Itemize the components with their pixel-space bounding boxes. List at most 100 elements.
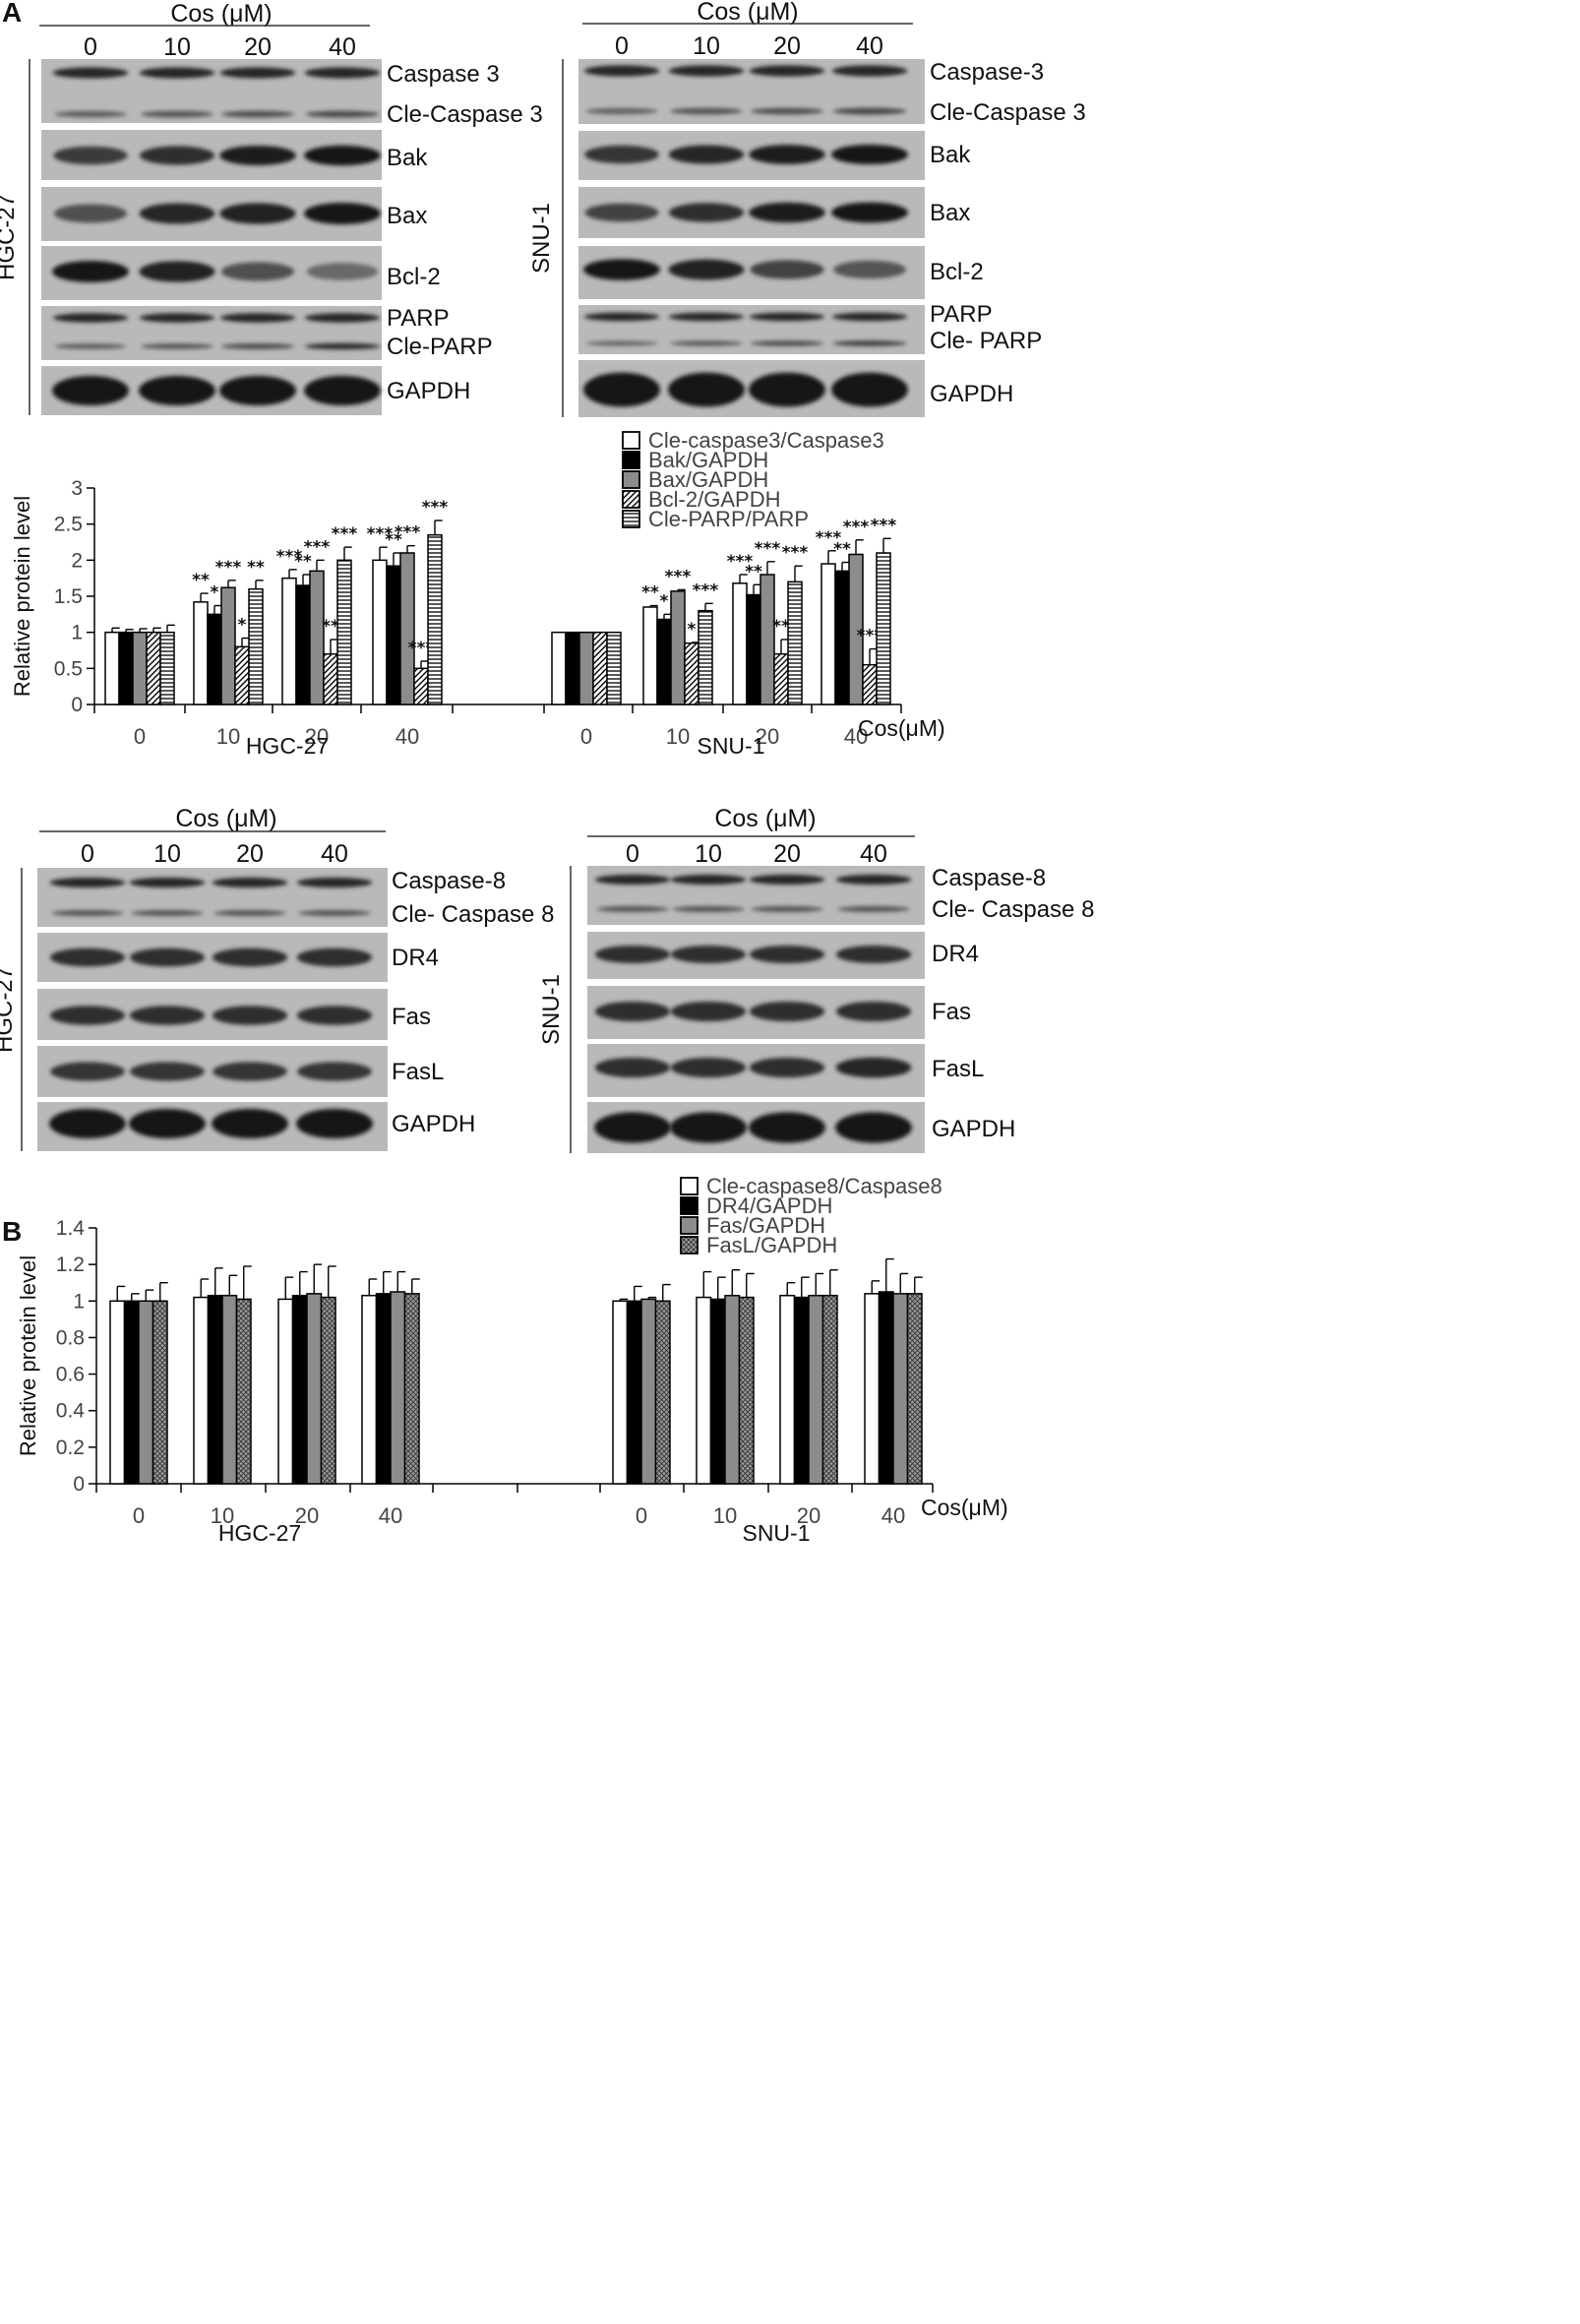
bar-bak-gapdh-snu-1-40 [834, 570, 850, 705]
band-gapdh-10 [139, 376, 215, 405]
band-fas-20 [749, 1001, 825, 1022]
legend-swatch-fasl-gapdh [680, 1236, 699, 1254]
bar-fas-gapdh-snu-1-40 [892, 1293, 909, 1485]
significance-marker: ** [192, 571, 210, 590]
bar-cle-parp-parp-hgc-27-10 [248, 587, 264, 705]
dose-label-40: 40 [321, 840, 348, 868]
band-gapdh-20 [219, 376, 296, 405]
band-caspase-3-40 [304, 67, 381, 79]
band-parp-20 [749, 312, 825, 322]
legend-swatch-cle-parp-parp [622, 510, 640, 528]
group-label-snu-1: SNU-1 [697, 733, 764, 759]
y-tick-label: 0.4 [56, 1400, 86, 1423]
dose-label-40: 40 [329, 33, 356, 61]
bar-fas-gapdh-snu-1-10 [724, 1294, 741, 1485]
blot-panel-a-hgc27: Cos (μM) 0 10 20 40 HGC-27 Caspase 3 Cle-Caspas… [0, 0, 543, 415]
bar-bak-gapdh-snu-1-0 [565, 631, 580, 705]
band-bcl-2-40 [833, 260, 906, 279]
dose-label-0: 0 [626, 840, 639, 868]
x-tick-label-snu-1-40: 40 [881, 1503, 905, 1528]
band-cle-caspase-8-20 [213, 909, 286, 917]
band-cle-caspase-3-20 [220, 110, 295, 118]
blot-panel-b-snu1: Cos (μM) 0 10 20 40 SNU-1 Caspase-8 Cle- Caspas… [538, 805, 1094, 1153]
bar-fas-gapdh-hgc-27-10 [221, 1294, 238, 1485]
panel-b-letter: B [2, 1216, 22, 1247]
x-tick-label-snu-1-20: 20 [797, 1503, 820, 1528]
legend-swatch-bak-gapdh [622, 451, 640, 469]
significance-marker: *** [367, 524, 394, 544]
band-gapdh-40 [835, 1112, 912, 1143]
x-tick-label-snu-1-0: 0 [580, 724, 592, 749]
band-cle-parp-20 [220, 343, 295, 349]
dose-label-20: 20 [773, 840, 801, 868]
dose-label-20: 20 [236, 840, 264, 868]
bar-cle-caspase3-caspase3-hgc-27-20 [281, 577, 297, 705]
band-bak-10 [139, 146, 215, 165]
band-cle-caspase-8-10 [672, 905, 745, 913]
band-cle-caspase-3-20 [750, 107, 824, 115]
bar-dr4-gapdh-snu-1-10 [709, 1298, 726, 1485]
band-cle-caspase-8-40 [298, 909, 371, 917]
legend-swatch-cle-caspase3-caspase3 [622, 431, 640, 450]
y-tick-label: 1.5 [54, 585, 83, 608]
band-cle-caspase-8-10 [131, 909, 204, 917]
bar-bax-gapdh-hgc-27-0 [132, 631, 148, 705]
band-parp-10 [668, 312, 745, 322]
band-fasl-0 [50, 1062, 125, 1081]
significance-marker: *** [727, 552, 754, 572]
y-tick-label: 1.4 [56, 1217, 86, 1240]
x-tick-label-snu-1-10: 10 [666, 724, 690, 749]
dose-label-10: 10 [693, 32, 720, 60]
band-gapdh-0 [49, 1109, 126, 1138]
band-caspase-8-20 [749, 874, 825, 886]
band-cle-parp-0 [585, 340, 658, 346]
band-caspase-3-20 [749, 65, 825, 77]
bar-bak-gapdh-snu-1-10 [656, 618, 672, 705]
bar-bcl-2-gapdh-hgc-27-20 [323, 652, 338, 705]
legend-label-bax-gapdh: Bax/GAPDH [648, 467, 768, 492]
dose-label-10: 10 [163, 33, 191, 61]
significance-marker: ** [247, 558, 265, 578]
bar-bax-gapdh-snu-1-10 [670, 590, 686, 705]
legend-label-fasl-gapdh: FasL/GAPDH [706, 1233, 837, 1257]
band-bcl-2-10 [668, 259, 745, 280]
bar-bcl-2-gapdh-hgc-27-40 [413, 667, 429, 705]
significance-marker: ** [641, 583, 659, 603]
dose-label-20: 20 [244, 33, 272, 61]
significance-marker: ** [833, 540, 851, 560]
band-cle-parp-40 [304, 342, 381, 350]
bar-dr4-gapdh-hgc-27-10 [207, 1294, 223, 1485]
band-cle-caspase-3-10 [141, 110, 213, 118]
bar-bax-gapdh-hgc-27-20 [309, 570, 325, 705]
bar-cle-parp-parp-hgc-27-40 [427, 533, 443, 705]
band-bcl-2-0 [52, 261, 129, 282]
bar-bcl-2-gapdh-hgc-27-0 [146, 631, 161, 705]
band-parp-40 [304, 313, 381, 323]
band-cle-caspase-3-10 [670, 107, 743, 115]
cell-line-label: SNU-1 [538, 974, 565, 1045]
protein-label-parp: PARP [387, 305, 450, 332]
protein-label-fas: Fas [392, 1004, 431, 1030]
band-gapdh-40 [296, 1109, 373, 1138]
bar-bax-gapdh-hgc-27-10 [220, 586, 236, 705]
band-bcl-2-20 [220, 262, 295, 281]
bar-bak-gapdh-hgc-27-0 [118, 631, 134, 705]
x-tick-label-hgc-27-10: 10 [216, 724, 240, 749]
protein-label-fas: Fas [932, 999, 971, 1025]
bar-fasl-gapdh-snu-1-40 [906, 1293, 923, 1485]
bar-bak-gapdh-hgc-27-20 [295, 584, 311, 705]
y-tick-label: 2.5 [54, 514, 83, 536]
group-label-hgc-27: HGC-27 [218, 1520, 301, 1546]
bar-bcl-2-gapdh-hgc-27-10 [234, 645, 250, 705]
bar-bak-gapdh-hgc-27-10 [207, 613, 222, 705]
band-parp-0 [583, 312, 660, 322]
legend-label-bcl-2-gapdh: Bcl-2/GAPDH [648, 487, 780, 512]
dose-header: Cos (μM) [175, 805, 276, 832]
dose-label-10: 10 [695, 840, 722, 868]
band-caspase-8-20 [212, 877, 288, 888]
protein-label-dr4: DR4 [392, 945, 439, 971]
significance-marker: ** [294, 552, 312, 572]
cell-line-label: HGC-27 [0, 966, 18, 1053]
band-caspase-8-0 [49, 877, 126, 888]
